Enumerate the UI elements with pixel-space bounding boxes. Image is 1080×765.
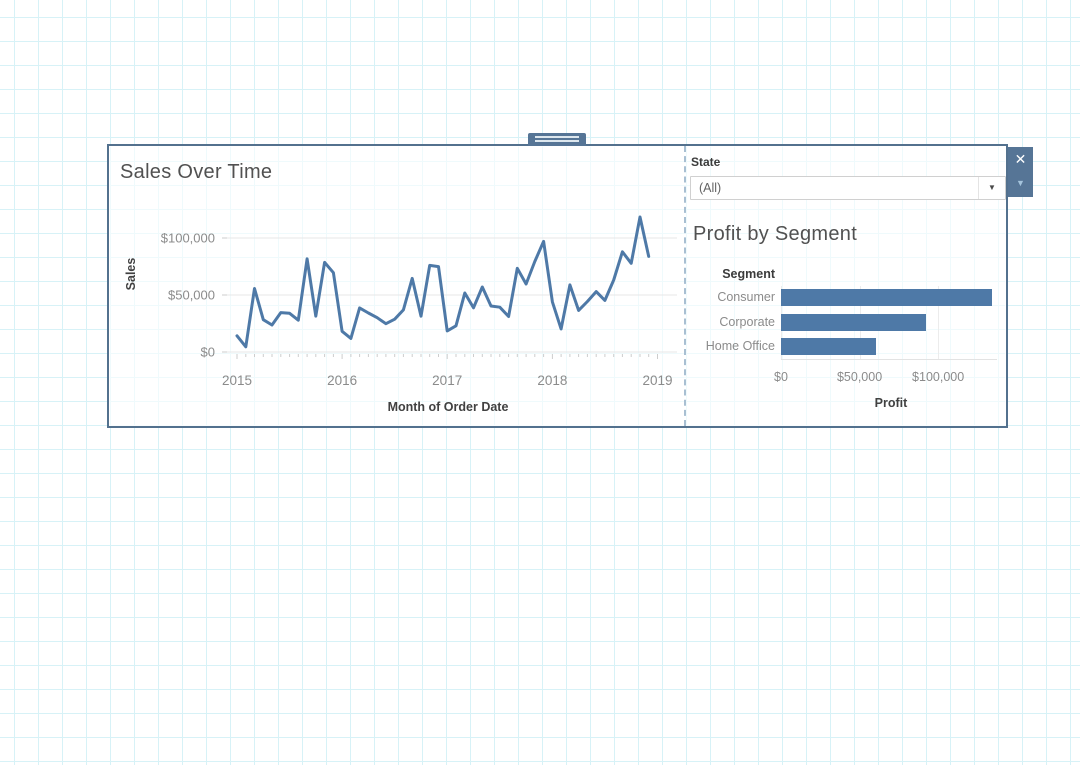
x-tick-label: 2015 [222, 373, 252, 388]
x-tick-label: 2019 [642, 373, 672, 388]
y-tick-label: $0 [201, 345, 215, 360]
selection-toolbar: ✕ ▼ [1008, 147, 1033, 197]
y-tick-label: $50,000 [168, 288, 215, 303]
bar-x-tick-label: $100,000 [912, 370, 965, 384]
bar-x-tick-label: $50,000 [836, 370, 883, 384]
drag-handle[interactable] [528, 133, 586, 146]
state-filter-dropdown[interactable]: (All) ▼ [690, 176, 1006, 200]
profit-bar-chart: $0 $50,000 $100,000 Consumer Corporate Home O… [109, 146, 1006, 426]
profit-bar-consumer[interactable] [781, 289, 992, 306]
drag-handle-grip-icon [535, 136, 579, 138]
profit-bar-home-office[interactable] [781, 338, 876, 355]
sales-line-series[interactable] [235, 215, 651, 349]
dashboard-panel: ✕ ▼ Sales Over Time Sales Month of Order… [107, 133, 1033, 428]
y-tick-label: $100,000 [161, 231, 215, 246]
line-chart-title: Sales Over Time [120, 161, 273, 183]
x-tick-label: 2016 [327, 373, 357, 388]
state-filter-label: State [691, 155, 721, 169]
bar-row-label: Consumer [717, 290, 775, 304]
sales-line-chart[interactable]: Sales Month of Order Date $0 $50,000 $100,… [109, 146, 686, 426]
bar-x-tick-label: $0 [774, 370, 788, 384]
x-tick-label: 2018 [537, 373, 567, 388]
dropdown-caret-icon[interactable]: ▼ [978, 177, 1005, 199]
more-options-caret-icon[interactable]: ▼ [1016, 178, 1025, 188]
x-tick-label: 2017 [432, 373, 462, 388]
bar-axis-line [781, 359, 997, 360]
state-filter-value: (All) [699, 181, 722, 195]
segment-column-header: Segment [722, 267, 775, 281]
panel-divider [684, 146, 686, 426]
bar-x-axis-title: Profit [874, 396, 908, 410]
drag-handle-grip-icon [535, 140, 579, 142]
close-icon[interactable]: ✕ [1014, 151, 1027, 167]
x-axis-title: Month of Order Date [388, 400, 509, 414]
bar-row-label: Corporate [719, 314, 775, 329]
bar-gridline [938, 286, 940, 360]
profit-bar-corporate[interactable] [781, 313, 926, 331]
bar-chart-title: Profit by Segment [693, 223, 858, 245]
bar-row-label: Home Office [705, 339, 775, 353]
y-axis-title: Sales [124, 258, 138, 291]
